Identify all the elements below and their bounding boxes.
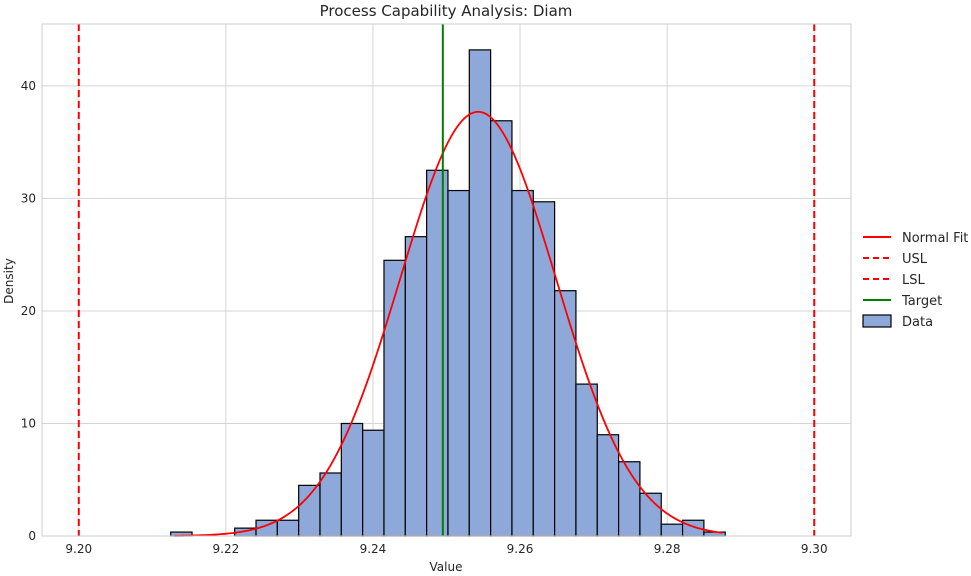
histogram-bar bbox=[447, 189, 470, 537]
y-tick-label: 40 bbox=[21, 79, 36, 93]
histogram-bar bbox=[490, 120, 513, 537]
legend-label: Data bbox=[902, 315, 933, 330]
y-tick-label: 30 bbox=[21, 191, 36, 205]
legend-patch-swatch bbox=[862, 314, 892, 328]
chart-title: Process Capability Analysis: Diam bbox=[320, 2, 573, 20]
legend-item: USL bbox=[863, 252, 928, 267]
legend-label: USL bbox=[902, 252, 928, 267]
reference-lines bbox=[77, 24, 816, 537]
histogram-bar bbox=[554, 290, 577, 537]
axes: 9.20 9.22 9.24 9.26 9.28 9.30 0 10 20 30 40 bbox=[21, 23, 852, 556]
legend: Normal Fit USL LSL Target Data bbox=[862, 231, 968, 330]
histogram-bar bbox=[596, 434, 620, 537]
legend-label: Target bbox=[901, 294, 942, 309]
y-tick-label: 10 bbox=[21, 416, 36, 430]
histogram-bar bbox=[532, 201, 556, 537]
x-tick-label: 9.30 bbox=[801, 542, 828, 556]
histogram-bar bbox=[362, 429, 385, 537]
histogram-bar bbox=[404, 236, 428, 537]
legend-label: LSL bbox=[902, 273, 925, 288]
normal-fit-curve bbox=[174, 110, 723, 537]
x-tick-label: 9.20 bbox=[65, 542, 92, 556]
histogram-bar bbox=[575, 383, 598, 537]
y-tick-label: 20 bbox=[21, 304, 36, 318]
histogram-bars bbox=[170, 49, 726, 537]
legend-item: Data bbox=[862, 314, 933, 330]
histogram-bar bbox=[468, 49, 492, 537]
y-axis-label: Density bbox=[2, 258, 16, 304]
histogram-bar bbox=[276, 519, 300, 537]
plot-frame bbox=[41, 23, 852, 537]
legend-label: Normal Fit bbox=[902, 231, 968, 246]
histogram-bar bbox=[426, 169, 449, 537]
legend-item: Normal Fit bbox=[863, 231, 968, 246]
x-tick-label: 9.24 bbox=[360, 542, 387, 556]
legend-item: LSL bbox=[863, 273, 925, 288]
histogram-bar bbox=[298, 484, 321, 537]
histogram-bar bbox=[660, 523, 684, 537]
x-axis-label: Value bbox=[430, 560, 463, 574]
histogram-bar bbox=[511, 189, 534, 537]
y-tick-label: 0 bbox=[28, 529, 36, 543]
x-tick-label: 9.26 bbox=[507, 542, 534, 556]
legend-item: Target bbox=[863, 294, 942, 309]
histogram-bar bbox=[383, 259, 406, 537]
x-tick-label: 9.22 bbox=[213, 542, 240, 556]
x-tick-label: 9.28 bbox=[654, 542, 681, 556]
histogram-bar bbox=[319, 472, 342, 537]
